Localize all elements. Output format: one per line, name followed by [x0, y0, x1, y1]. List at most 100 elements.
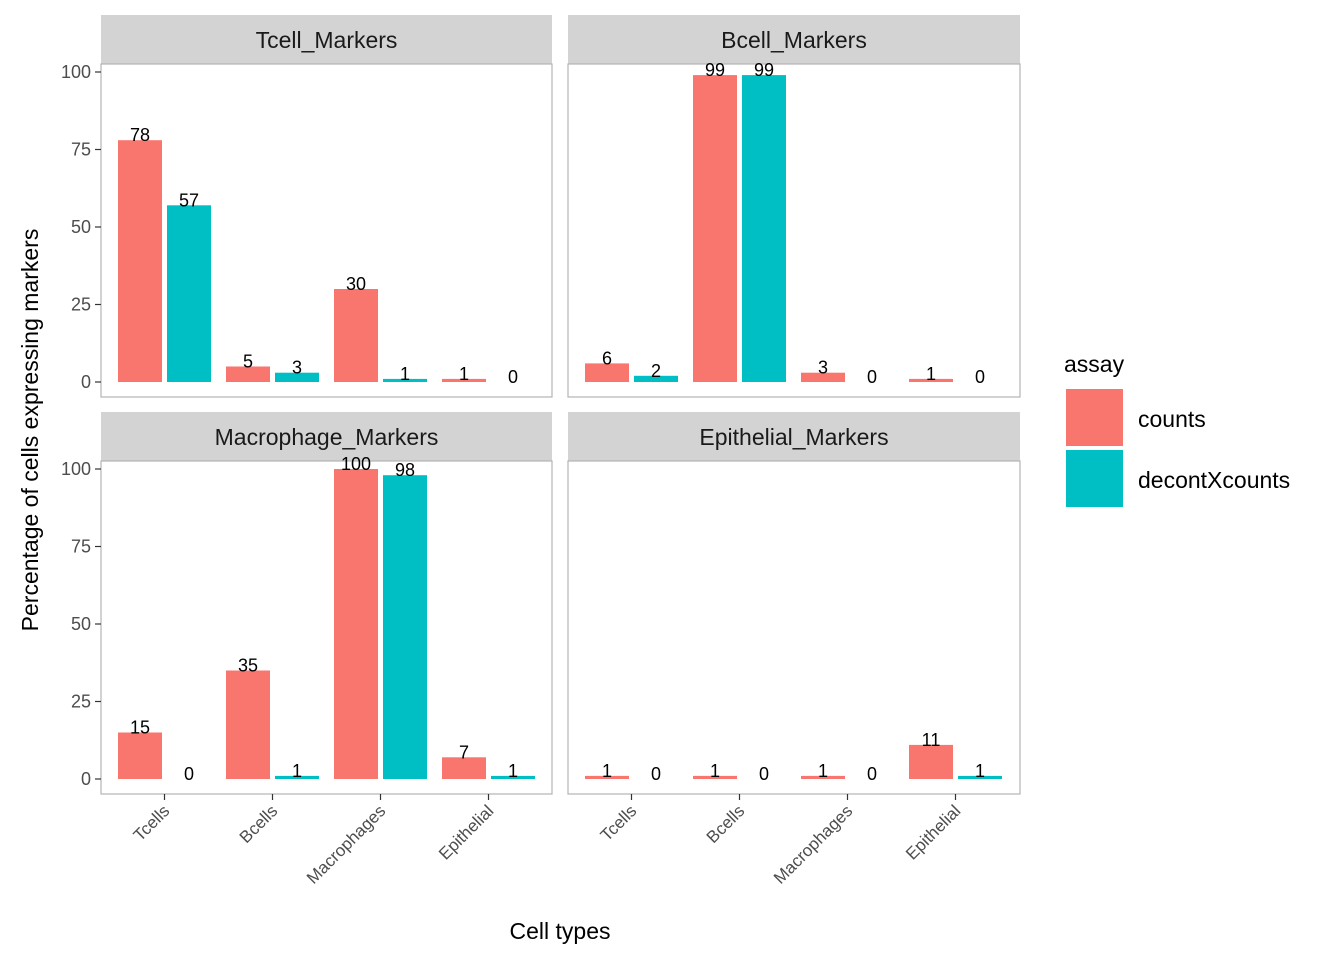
bar-counts-epithelial — [909, 378, 953, 382]
data-label: 1 — [508, 761, 518, 781]
bar-counts-macrophages — [334, 289, 378, 382]
data-label: 2 — [651, 361, 661, 381]
bar-counts-tcells — [585, 775, 629, 779]
y-tick-label: 50 — [71, 614, 91, 634]
data-label: 6 — [602, 348, 612, 368]
data-label: 7 — [459, 742, 469, 762]
data-label: 0 — [975, 367, 985, 387]
data-label: 30 — [346, 274, 366, 294]
data-label: 0 — [867, 764, 877, 784]
data-label: 57 — [179, 190, 199, 210]
panel-border — [100, 460, 553, 795]
data-label: 3 — [818, 358, 828, 378]
data-label: 0 — [184, 764, 194, 784]
data-label: 99 — [705, 60, 725, 80]
data-label: 1 — [818, 761, 828, 781]
bar-counts-tcells — [585, 363, 629, 382]
x-tick-label: Macrophages — [303, 801, 389, 887]
facet-strip-bg — [101, 412, 552, 461]
facet-strip-bg — [101, 15, 552, 64]
data-label: 100 — [341, 454, 371, 474]
data-label: 1 — [926, 364, 936, 384]
y-tick-label: 0 — [81, 769, 91, 789]
bar-decontXcounts-epithelial — [491, 775, 535, 779]
x-tick-label: Bcells — [703, 801, 749, 847]
x-axis-title: Cell types — [510, 918, 611, 944]
data-label: 78 — [130, 125, 150, 145]
legend-label: decontXcounts — [1138, 467, 1290, 493]
bar-decontXcounts-tcells — [634, 375, 678, 382]
x-tick-label: Tcells — [597, 801, 640, 844]
bar-decontXcounts-bcells — [275, 775, 319, 779]
facet-strip-bg — [568, 15, 1020, 64]
data-label: 98 — [395, 460, 415, 480]
y-tick-label: 100 — [61, 62, 91, 82]
bar-decontXcounts-bcells — [742, 75, 786, 382]
y-tick-label: 100 — [61, 459, 91, 479]
x-tick-label: Epithelial — [435, 801, 497, 863]
bar-counts-bcells — [693, 75, 737, 382]
y-axis-title: Percentage of cells expressing markers — [17, 229, 43, 632]
facet-macrophage-markers: Macrophage_Markers 15 35 100 7 0 1 98 1 0 25 50 75 10… — [61, 412, 553, 888]
data-label: 0 — [651, 764, 661, 784]
bar-decontXcounts-bcells — [275, 372, 319, 382]
bar-counts-bcells — [693, 775, 737, 779]
x-tick-label: Macrophages — [770, 801, 856, 887]
data-label: 15 — [130, 718, 150, 738]
bar-counts-epithelial — [909, 744, 953, 779]
y-tick-label: 75 — [71, 537, 91, 557]
bar-decontXcounts-tcells — [167, 205, 211, 382]
facet-title: Bcell_Markers — [721, 27, 867, 53]
legend-label: counts — [1138, 406, 1206, 432]
y-tick-label: 25 — [71, 692, 91, 712]
bar-decontXcounts-macrophages — [383, 475, 427, 779]
facet-title: Epithelial_Markers — [699, 424, 888, 450]
x-tick-label: Tcells — [130, 801, 173, 844]
legend-title: assay — [1064, 351, 1125, 377]
data-label: 0 — [759, 764, 769, 784]
panel-border — [567, 63, 1021, 398]
bar-counts-epithelial — [442, 378, 486, 382]
bar-decontXcounts-macrophages — [383, 378, 427, 382]
bar-counts-epithelial — [442, 757, 486, 779]
data-label: 3 — [292, 358, 302, 378]
data-label: 1 — [602, 761, 612, 781]
data-label: 35 — [238, 656, 258, 676]
data-label: 5 — [243, 352, 253, 372]
panel-border — [567, 460, 1021, 795]
y-tick-label: 75 — [71, 140, 91, 160]
bar-decontXcounts-epithelial — [958, 775, 1002, 779]
data-label: 1 — [975, 761, 985, 781]
data-label: 1 — [400, 364, 410, 384]
bar-counts-macrophages — [801, 775, 845, 779]
facet-strip-bg — [568, 412, 1020, 461]
y-tick-label: 0 — [81, 372, 91, 392]
legend: assay counts decontXcounts — [1064, 351, 1290, 507]
bar-counts-macrophages — [334, 469, 378, 779]
bar-counts-tcells — [118, 732, 162, 779]
data-label: 1 — [292, 761, 302, 781]
facet-title: Macrophage_Markers — [215, 424, 439, 450]
data-label: 11 — [922, 730, 941, 750]
data-label: 1 — [710, 761, 720, 781]
data-label: 0 — [508, 367, 518, 387]
bar-counts-tcells — [118, 140, 162, 382]
x-tick-label: Bcells — [236, 801, 282, 847]
legend-key-counts — [1066, 389, 1123, 446]
bar-counts-macrophages — [801, 372, 845, 382]
facet-bcell-markers: Bcell_Markers 6 99 3 1 2 99 0 0 — [567, 15, 1021, 398]
data-label: 99 — [754, 60, 774, 80]
y-tick-label: 25 — [71, 295, 91, 315]
x-tick-label: Epithelial — [902, 801, 964, 863]
y-tick-label: 50 — [71, 217, 91, 237]
data-label: 1 — [459, 364, 469, 384]
bar-counts-bcells — [226, 366, 270, 382]
bar-counts-bcells — [226, 670, 270, 779]
facet-title: Tcell_Markers — [256, 27, 398, 53]
data-label: 0 — [867, 367, 877, 387]
legend-key-decontxcounts — [1066, 450, 1123, 507]
